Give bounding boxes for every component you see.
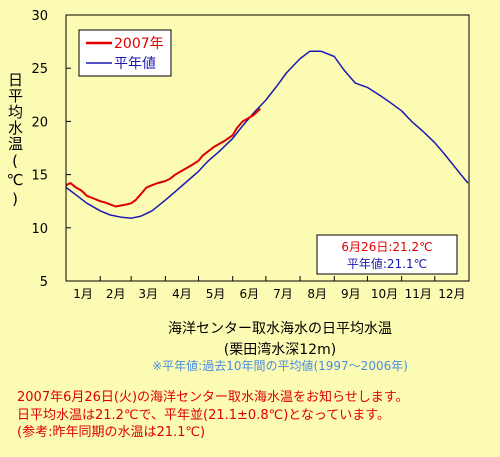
legend: 2007年 平年値 [78, 29, 172, 77]
chart-title: 海洋センター取水海水の日平均水温 [168, 321, 392, 337]
x-tick-label: 12月 [438, 287, 465, 301]
info-line-2: 日平均水温は21.2℃で、平年並(21.1±0.8℃)となっています。 [17, 407, 390, 423]
x-tick-label: 9月 [341, 287, 361, 301]
x-tick-label: 10月 [371, 287, 398, 301]
today-annotation: 6月26日:21.2℃ 平年値:21.1℃ [316, 234, 458, 275]
y-tick-label: 30 [31, 9, 48, 24]
chart-subtitle: (栗田湾水深12m) [223, 342, 337, 358]
y-axis-label: 日平均水温(℃) [6, 72, 24, 209]
x-tick-label: 4月 [172, 287, 192, 301]
x-tick-label: 11月 [405, 287, 432, 301]
info-line-3: (参考:昨年同期の水温は21.1℃) [17, 425, 206, 440]
plot-frame [65, 14, 470, 282]
y-tick-label: 25 [31, 62, 48, 77]
x-tick-label: 3月 [138, 287, 158, 301]
series-line-normal [65, 50, 469, 219]
y-tick-label: 10 [31, 222, 48, 237]
series-lines [65, 50, 469, 219]
annotation-today-value: 6月26日:21.2℃ [341, 240, 432, 254]
legend-label-2007: 2007年 [114, 36, 164, 52]
annotation-normal-value: 平年値:21.1℃ [347, 256, 427, 271]
x-tick-label: 7月 [273, 287, 293, 301]
x-tick-label: 6月 [239, 287, 259, 301]
info-text: 2007年6月26日(火)の海洋センター取水海水温をお知らせします。 日平均水温… [17, 389, 408, 442]
legend-box [78, 29, 172, 77]
x-tick-label: 1月 [73, 287, 93, 301]
y-tick-label: 15 [31, 169, 48, 184]
legend-label-normal: 平年値 [114, 56, 156, 72]
chart-note: ※平年値:過去10年間の平均値(1997〜2006年) [152, 359, 408, 373]
series-line-2007 [65, 107, 261, 208]
y-tick-label: 20 [31, 115, 48, 130]
annotation-box [316, 234, 458, 275]
x-tick-label: 5月 [206, 287, 226, 301]
info-line-1: 2007年6月26日(火)の海洋センター取水海水温をお知らせします。 [17, 390, 409, 405]
x-tick-label: 8月 [307, 287, 327, 301]
x-tick-label: 2月 [106, 287, 126, 301]
y-tick-label: 5 [40, 275, 48, 290]
axis-ticks: 5 10 15 20 25 30 1月 2月 3月 4月 5月 6月 7月 8月 9月 10月 11月 12月 [31, 9, 465, 301]
